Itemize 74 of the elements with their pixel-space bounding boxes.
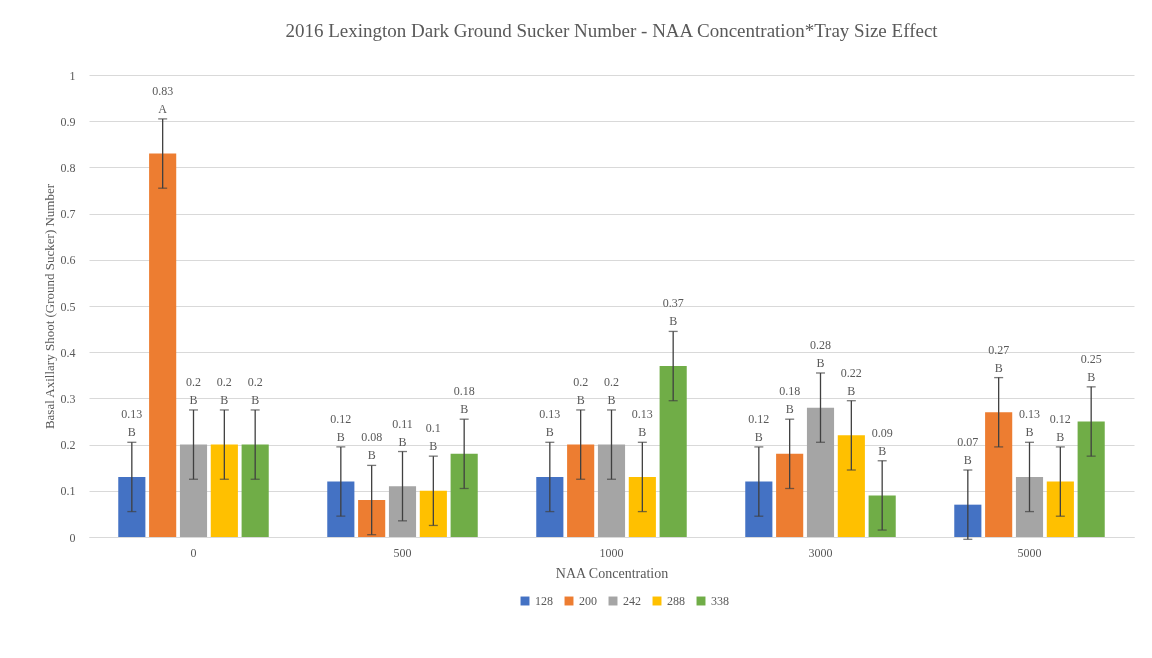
bar [868, 495, 896, 537]
data-label: 0.2 B [573, 374, 589, 407]
bar [1046, 481, 1074, 537]
legend-label: 128 [535, 594, 553, 608]
data-label: 0.11 B [392, 416, 413, 449]
y-tick-label: 0.5 [60, 299, 76, 314]
bar [985, 412, 1013, 537]
bar [327, 481, 355, 537]
data-label: 0.13 B [121, 407, 143, 440]
bar [659, 366, 687, 537]
y-tick-label: 0 [69, 530, 76, 545]
x-tick-label: 1000 [599, 545, 624, 560]
bar [1015, 476, 1044, 537]
chart-title: 2016 Lexington Dark Ground Sucker Number - NAA Concentration*Tray Size Effect [285, 20, 939, 41]
data-label: 0.2 B [216, 374, 232, 407]
bar [419, 490, 447, 537]
data-label: 0.12 B [1049, 411, 1071, 444]
y-tick-label: 0.3 [60, 391, 76, 406]
legend-label: 288 [667, 594, 685, 608]
data-label: 0.2 B [247, 374, 263, 407]
x-tick-label: 3000 [808, 545, 833, 560]
data-label: 0.13 B [631, 407, 653, 440]
data-label: 0.13 B [1019, 407, 1040, 440]
y-tick-label: 1 [69, 68, 76, 83]
data-label: 0.08 B [361, 430, 383, 463]
bar [776, 453, 804, 537]
x-tick-label: 500 [393, 545, 412, 560]
data-label: 0.12 B [330, 411, 352, 444]
data-label: 0.25 B [1080, 351, 1102, 384]
bar [567, 444, 595, 537]
legend-label: 338 [711, 594, 729, 608]
y-axis-title: Basal Axillary Shoot (Ground Sucker) Number [41, 183, 57, 430]
bar [149, 153, 177, 537]
y-tick-label: 0.6 [60, 253, 76, 268]
bar [806, 407, 835, 537]
legend-label: 242 [623, 594, 641, 608]
y-tick-label: 0.7 [60, 207, 76, 222]
y-tick-label: 0.1 [60, 484, 76, 499]
data-label: 0.27 B [988, 342, 1010, 375]
data-label: 0.83 A [152, 83, 174, 116]
data-label: 0.28 B [810, 337, 831, 370]
bar [954, 504, 982, 537]
bar [241, 444, 269, 537]
data-label: 0.1 B [425, 421, 441, 454]
data-label: 0.12 B [748, 411, 770, 444]
bar [118, 476, 146, 537]
bar [210, 444, 238, 537]
data-label: 0.18 B [453, 384, 475, 417]
bar [745, 481, 773, 537]
y-tick-label: 0.4 [60, 345, 76, 360]
bar [837, 435, 865, 537]
data-label: 0.2 B [186, 374, 201, 407]
bar [388, 486, 417, 537]
data-label: 0.18 B [779, 384, 801, 417]
y-tick-label: 0.2 [60, 438, 76, 453]
data-label: 0.37 B [662, 296, 684, 329]
x-axis-title: NAA Concentration [555, 565, 669, 581]
data-label: 0.2 B [604, 374, 619, 407]
y-tick-label: 0.8 [60, 160, 76, 175]
data-label: 0.07 B [957, 435, 979, 468]
bar [1077, 421, 1105, 537]
data-label: 0.13 B [539, 407, 561, 440]
bar [628, 476, 656, 537]
bar [597, 444, 626, 537]
bar [536, 476, 564, 537]
bar [358, 500, 386, 537]
legend-label: 200 [579, 594, 597, 608]
y-tick-label: 0.9 [60, 114, 76, 129]
data-label: 0.22 B [840, 365, 862, 398]
bar [179, 444, 208, 537]
data-label: 0.09 B [871, 425, 893, 458]
bar [450, 453, 478, 537]
x-tick-label: 0 [190, 545, 197, 560]
x-tick-label: 5000 [1017, 545, 1042, 560]
